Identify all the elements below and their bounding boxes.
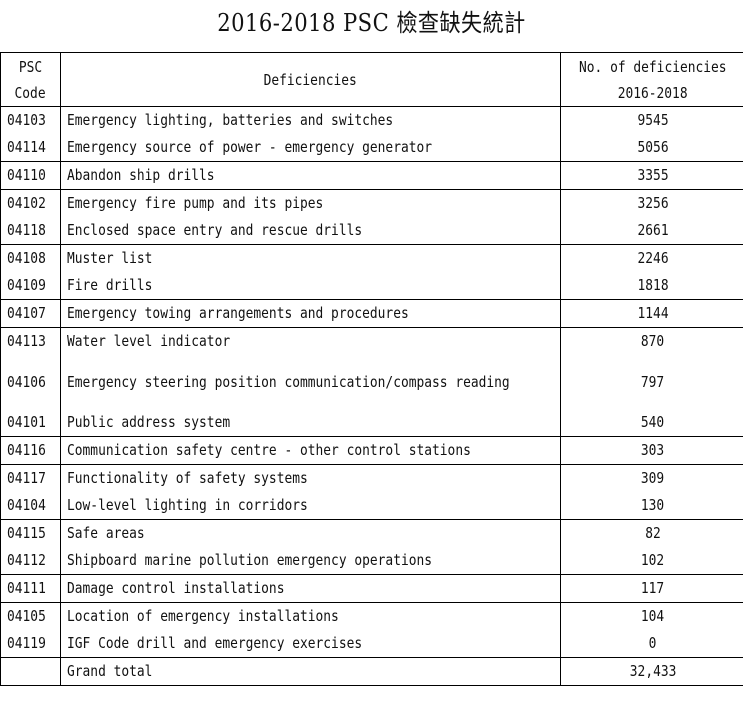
total-count: 32,433 [629,662,677,680]
header-count-line2: 2016-2018 [618,83,688,102]
row-count: 130 [641,496,665,514]
row-code: 04113 [7,332,46,350]
table-row: 04118 Enclosed space entry and rescue dr… [0,217,743,245]
row-code: 04109 [7,276,46,294]
row-deficiency: Emergency towing arrangements and proced… [67,304,409,322]
table-row: 04101 Public address system 540 [0,409,743,437]
row-code: 04108 [7,249,46,267]
row-code: 04104 [7,496,46,514]
row-deficiency: Low-level lighting in corridors [67,496,308,514]
row-count: 870 [641,332,665,350]
row-code: 04110 [7,166,46,184]
row-count: 3256 [637,194,669,212]
row-count: 5056 [637,138,669,156]
row-code: 04106 [7,372,46,391]
row-count: 117 [641,579,665,597]
row-count: 309 [641,469,665,487]
row-deficiency: Shipboard marine pollution emergency ope… [67,551,433,569]
table-row: 04107 Emergency towing arrangements and … [0,299,743,328]
row-deficiency: Emergency fire pump and its pipes [67,194,324,212]
row-deficiency: Emergency source of power - emergency ge… [67,138,433,156]
row-code: 04102 [7,194,46,212]
row-code: 04115 [7,524,46,542]
table-row: 04103 Emergency lighting, batteries and … [0,106,743,134]
row-deficiency: Safe areas [67,524,145,542]
deficiency-table: PSC Code Deficiencies No. of deficiencie… [0,52,743,686]
row-code: 04107 [7,304,46,322]
row-deficiency: Emergency lighting, batteries and switch… [67,111,394,129]
page-title: 2016-2018 PSC 檢查缺失統計 [217,9,526,37]
table-row: 04114 Emergency source of power - emerge… [0,134,743,162]
row-code: 04111 [7,579,46,597]
row-deficiency: Functionality of safety systems [67,469,308,487]
row-code: 04118 [7,221,46,239]
row-count: 3355 [637,166,669,184]
row-deficiency: Public address system [67,413,231,431]
table-row: 04116 Communication safety centre - othe… [0,436,743,465]
row-count: 540 [641,413,665,431]
row-code: 04105 [7,607,46,625]
row-count: 2661 [637,221,669,239]
row-count: 1818 [637,276,669,294]
row-deficiency: Muster list [67,249,153,267]
row-deficiency: Enclosed space entry and rescue drills [67,221,363,239]
row-deficiency: Emergency steering position communicatio… [67,372,510,391]
header-code-line1: PSC [18,57,43,76]
row-count: 82 [645,524,661,542]
row-count: 1144 [637,304,669,322]
header-count-line1: No. of deficiencies [579,57,727,76]
row-deficiency: Communication safety centre - other cont… [67,441,471,459]
table-row: 04108 Muster list 2246 [0,244,743,272]
row-deficiency: Damage control installations [67,579,285,597]
table-row: 04104 Low-level lighting in corridors 13… [0,492,743,520]
row-code: 04101 [7,413,46,431]
table-row: 04113 Water level indicator 870 [0,327,743,355]
row-deficiency: IGF Code drill and emergency exercises [67,634,363,652]
row-count: 9545 [637,111,669,129]
table-row: 04112 Shipboard marine pollution emergen… [0,547,743,575]
total-label: Grand total [67,662,153,680]
table-row: 04119 IGF Code drill and emergency exerc… [0,630,743,658]
header-count: No. of deficiencies 2016-2018 [560,52,743,107]
row-code: 04117 [7,469,46,487]
table-row: 04106 Emergency steering position commun… [0,355,743,409]
table-row: 04105 Location of emergency installation… [0,602,743,630]
row-count: 797 [641,372,665,391]
header-deficiencies: Deficiencies [60,52,561,107]
row-code: 04112 [7,551,46,569]
table-row: 04110 Abandon ship drills 3355 [0,161,743,190]
table-row: 04102 Emergency fire pump and its pipes … [0,189,743,217]
row-code: 04103 [7,111,46,129]
row-code: 04119 [7,634,46,652]
table-row: 04117 Functionality of safety systems 30… [0,464,743,492]
row-deficiency: Location of emergency installations [67,607,339,625]
row-count: 303 [641,441,665,459]
row-deficiency: Abandon ship drills [67,166,215,184]
table-row: 04115 Safe areas 82 [0,519,743,547]
table-row: 04111 Damage control installations 117 [0,574,743,603]
row-deficiency: Fire drills [67,276,153,294]
row-deficiency: Water level indicator [67,332,231,350]
table-header-row: PSC Code Deficiencies No. of deficiencie… [0,52,743,107]
row-count: 2246 [637,249,669,267]
row-count: 0 [649,634,657,652]
grand-total-row: Grand total 32,433 [0,657,743,686]
header-code-line2: Code [14,83,47,102]
row-count: 104 [641,607,665,625]
table-row: 04109 Fire drills 1818 [0,272,743,300]
row-code: 04114 [7,138,46,156]
row-count: 102 [641,551,665,569]
row-code: 04116 [7,441,46,459]
header-psc-code: PSC Code [0,52,61,107]
